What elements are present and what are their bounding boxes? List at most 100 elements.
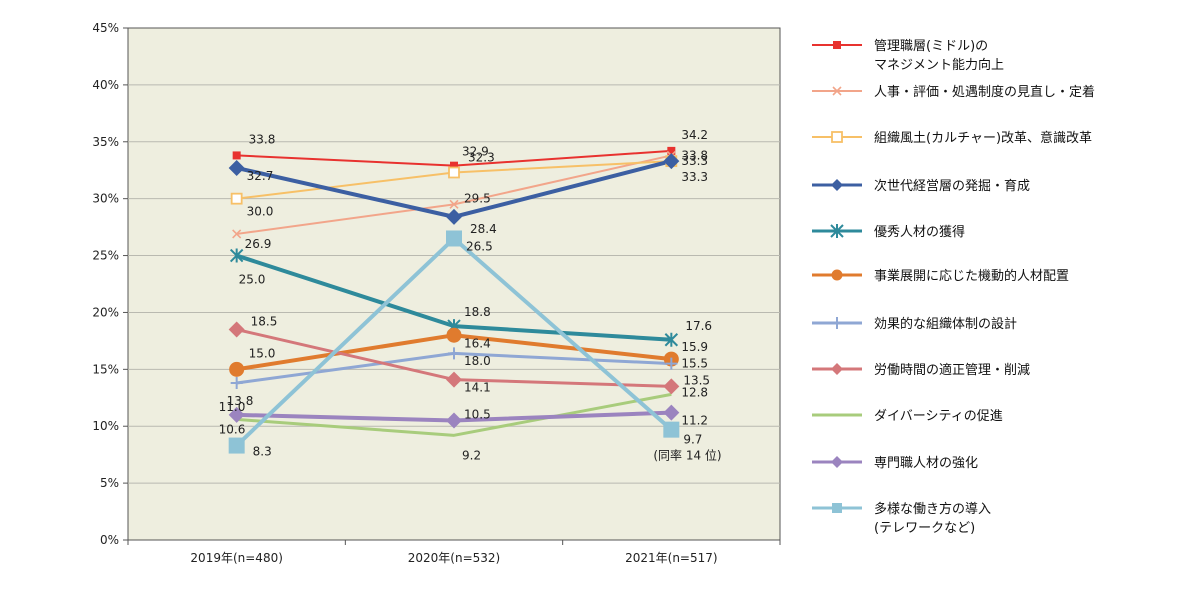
legend-label: 多様な働き方の導入: [874, 501, 991, 517]
legend: 管理職層(ミドル)のマネジメント能力向上人事・評価・処遇制度の見直し・定着組織風…: [812, 39, 1095, 536]
marker-diamond: [446, 371, 462, 388]
data-label: 33.3: [681, 154, 708, 168]
legend-swatch-marker: [831, 179, 843, 191]
y-tick-label: 45%: [92, 21, 119, 35]
data-label: 9.2: [462, 448, 481, 462]
legend-item: 多様な働き方の導入 (テレワークなど): [812, 501, 991, 536]
y-tick-label: 25%: [92, 249, 119, 263]
y-tick-label: 35%: [92, 135, 119, 149]
legend-label: 組織風土(カルチャー)改革、意識改革: [874, 130, 1092, 146]
legend-item: 専門職人材の強化: [812, 456, 978, 471]
annotation-tie-rank: (同率 14 位): [653, 448, 721, 463]
marker-asterisk: [229, 248, 244, 263]
data-label: 17.6: [685, 319, 712, 333]
data-label: 16.4: [464, 336, 491, 350]
data-label: 28.4: [470, 222, 497, 236]
marker-plus: [665, 357, 678, 370]
marker-plus: [230, 376, 243, 389]
data-label: 11.0: [219, 400, 246, 414]
data-label: 26.9: [245, 237, 272, 251]
data-label: 15.9: [681, 340, 708, 354]
data-label: 34.2: [681, 128, 708, 142]
x-axis-ticks: 2019年(n=480) 2020年(n=532) 2021年(n=517): [127, 540, 781, 565]
y-tick-label: 0%: [100, 533, 119, 547]
marker-diamond: [663, 378, 680, 395]
y-tick-label: 30%: [92, 192, 119, 206]
marker-square-open: [230, 192, 243, 205]
legend-swatch-marker: [831, 456, 843, 468]
data-label: 33.8: [249, 132, 276, 146]
data-label: 30.0: [247, 205, 274, 219]
data-label: 15.5: [681, 357, 708, 371]
data-label: 29.5: [464, 191, 491, 205]
data-label: 33.3: [681, 170, 708, 184]
x-tick-label: 2021年(n=517): [625, 551, 717, 565]
legend-label: 専門職人材の強化: [874, 456, 978, 471]
legend-swatch-marker: [831, 363, 843, 375]
y-tick-label: 20%: [92, 305, 119, 319]
y-tick-label: 5%: [100, 476, 119, 490]
marker-asterisk: [664, 332, 679, 347]
data-label: 32.7: [247, 169, 274, 183]
series-line: [236, 392, 672, 437]
data-label: 13.8: [227, 394, 254, 408]
marker-x: [232, 229, 242, 239]
data-label: 12.8: [681, 385, 708, 399]
data-label: 32.9: [462, 145, 489, 159]
legend-item: ダイバーシティの促進: [812, 409, 1003, 424]
y-axis-ticks: 0% 5% 10% 15% 20% 25% 30% 35% 40% 45%: [92, 21, 128, 547]
data-labels: 33.8 32.9 34.2 26.9 29.5 33.8 30.0 32.3 33.3 32.7…: [219, 128, 722, 463]
plot-area: [127, 27, 781, 541]
data-label: 32.3: [468, 150, 495, 164]
marker-asterisk: [830, 224, 844, 238]
marker-diamond: [446, 412, 462, 429]
x-tick-label: 2019年(n=480): [190, 551, 282, 565]
marker-circle: [229, 361, 245, 377]
data-label: 9.7: [683, 433, 702, 447]
marker-diamond: [228, 321, 245, 338]
legend-label: 事業展開に応じた機動的人材配置: [874, 268, 1069, 284]
legend-label: 労働時間の適正管理・削減: [874, 362, 1030, 378]
legend-label: 人事・評価・処遇制度の見直し・定着: [874, 84, 1095, 100]
legend-item: 事業展開に応じた機動的人材配置: [812, 268, 1069, 284]
marker-diamond: [446, 208, 462, 225]
legend-item: 組織風土(カルチャー)改革、意識改革: [812, 130, 1092, 146]
marker-diamond: [663, 153, 680, 170]
legend-item: 労働時間の適正管理・削減: [812, 362, 1030, 378]
data-label: 14.1: [464, 381, 491, 395]
data-label: 33.8: [681, 148, 708, 162]
marker-square-open: [448, 166, 460, 179]
marker-diamond: [228, 159, 245, 176]
data-label: 10.6: [219, 422, 246, 436]
legend-item: 次世代経営層の発掘・育成: [812, 178, 1030, 194]
data-label: 11.2: [681, 414, 708, 428]
marker-plus: [448, 347, 460, 360]
data-label: 18.5: [251, 315, 278, 329]
marker-diamond: [663, 404, 680, 421]
marker-circle: [446, 327, 462, 343]
marker-diamond: [228, 406, 245, 423]
legend-item: 優秀人材の獲得: [812, 224, 965, 240]
marker-square: [667, 146, 676, 155]
marker-x: [832, 86, 842, 96]
data-label: 18.8: [464, 305, 491, 319]
legend-swatch-marker: [832, 503, 842, 513]
data-label: 13.5: [683, 373, 710, 387]
series-markers: [228, 146, 680, 454]
legend-label-line2: マネジメント能力向上: [874, 57, 1004, 73]
marker-square: [663, 421, 680, 438]
y-tick-label: 10%: [92, 419, 119, 433]
marker-square: [232, 151, 241, 160]
y-tick-label: 40%: [92, 78, 119, 92]
data-label: 18.0: [464, 354, 491, 368]
marker-plus: [831, 317, 843, 329]
x-tick-label: 2020年(n=532): [408, 551, 500, 565]
legend-label: 次世代経営層の発掘・育成: [874, 178, 1030, 194]
marker-square: [450, 161, 458, 170]
marker-square: [446, 230, 462, 247]
legend-label-line2: (テレワークなど): [874, 521, 975, 536]
data-label: 15.0: [249, 346, 276, 360]
legend-label: ダイバーシティの促進: [874, 409, 1003, 424]
